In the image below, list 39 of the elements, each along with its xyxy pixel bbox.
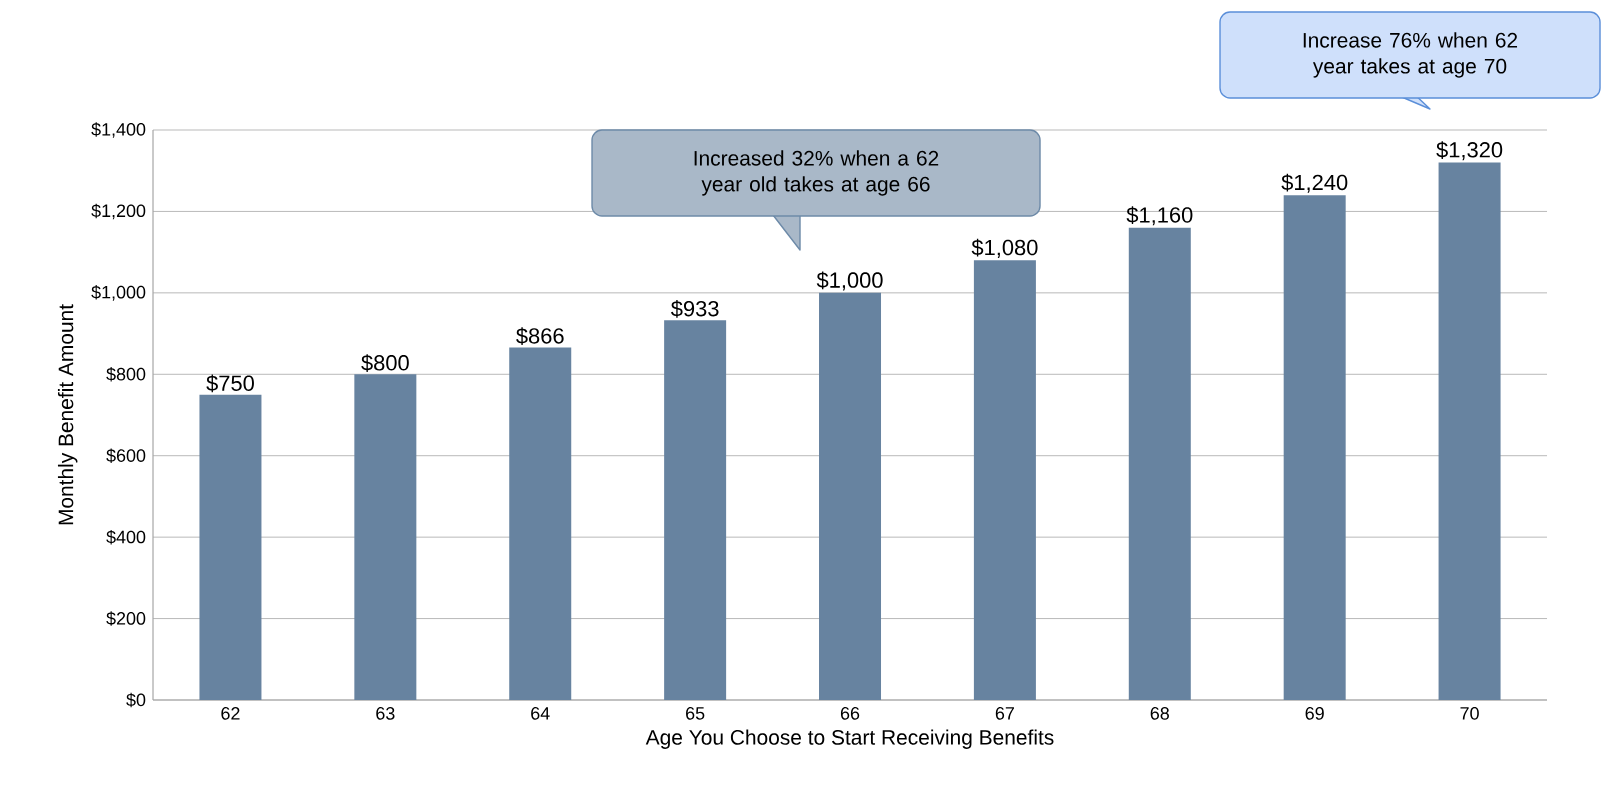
- y-tick-label: $400: [106, 529, 146, 545]
- x-tick-label: 63: [376, 707, 395, 720]
- x-tick-label: 68: [1150, 707, 1169, 720]
- y-tick-label: $600: [106, 448, 146, 463]
- bar: [199, 394, 262, 700]
- bar: [819, 292, 882, 700]
- data-label: $1,160: [1126, 206, 1193, 226]
- y-tick-label: $1,200: [91, 203, 146, 220]
- y-tick-label: $200: [106, 611, 146, 626]
- bar: [973, 260, 1036, 700]
- x-tick-label: 65: [686, 707, 705, 720]
- data-label: $1,080: [971, 238, 1038, 258]
- x-tick-label: 62: [221, 707, 240, 720]
- data-label: $1,240: [1281, 173, 1348, 193]
- data-label: $866: [516, 327, 564, 346]
- bar: [664, 320, 727, 700]
- data-label: $1,000: [816, 271, 883, 291]
- y-tick-label: $1,400: [91, 122, 146, 138]
- x-tick-label: 70: [1460, 707, 1479, 720]
- y-tick-label: $800: [106, 367, 146, 382]
- bar: [1438, 162, 1501, 700]
- data-label: $933: [671, 300, 719, 318]
- y-tick-label: $1,000: [91, 285, 146, 301]
- x-tick-label: 67: [995, 707, 1014, 720]
- bar: [509, 347, 572, 700]
- annotation: Increased 32% when a 62 year old takes at age 66: [694, 150, 939, 196]
- bar: [354, 374, 417, 700]
- x-tick-label: 69: [1305, 707, 1324, 720]
- data-label: $750: [206, 374, 254, 393]
- bar: [1283, 195, 1346, 700]
- text: Increase 76% when 62 year takes at age 70: [1303, 32, 1518, 78]
- data-label: $1,320: [1436, 141, 1503, 161]
- x-tick-label: 66: [840, 707, 860, 720]
- y-tick-label: $0: [126, 692, 146, 708]
- bar: [1128, 227, 1191, 700]
- x-axis-title: Age You Choose to Start Receiving Benefits: [645, 729, 1054, 749]
- y-axis-title: Monthly Benefit Amount: [57, 304, 78, 525]
- data-label: $800: [361, 354, 409, 372]
- x-tick-label: 64: [531, 707, 550, 720]
